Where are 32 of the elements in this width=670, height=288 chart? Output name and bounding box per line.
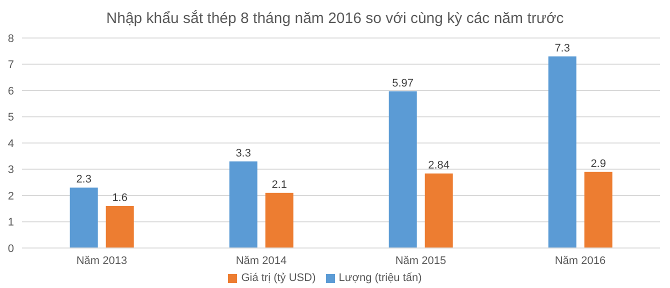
- x-tick-label: Năm 2013: [76, 254, 128, 267]
- data-label: 7.3: [554, 42, 570, 54]
- data-label: 5.97: [392, 77, 414, 90]
- bar: [70, 188, 98, 248]
- y-tick-label: 6: [8, 85, 14, 98]
- data-label: 2.1: [272, 178, 287, 191]
- y-tick-label: 1: [8, 216, 14, 229]
- legend-label: Giá trị (tỷ USD): [241, 272, 316, 284]
- data-label: 2.9: [590, 158, 606, 170]
- x-tick-label: Năm 2016: [554, 254, 606, 267]
- data-label: 1.6: [112, 192, 128, 204]
- y-tick-label: 3: [8, 164, 14, 176]
- y-tick-label: 0: [8, 242, 14, 255]
- y-tick-label: 5: [8, 112, 14, 124]
- bar: [265, 192, 294, 248]
- x-tick-label: Năm 2014: [236, 254, 287, 267]
- legend-label: Lượng (triệu tấn): [338, 272, 422, 284]
- y-tick-label: 8: [8, 32, 14, 45]
- bar: [388, 91, 417, 248]
- data-label: 2.84: [428, 159, 450, 172]
- bar: [584, 172, 612, 248]
- y-tick-label: 4: [8, 138, 14, 150]
- bar: [229, 161, 258, 248]
- y-tick-label: 7: [8, 59, 14, 72]
- chart-title: Nhập khẩu sắt thép 8 tháng năm 2016 so với cùng kỳ các năm trước: [105, 10, 565, 29]
- y-tick-label: 2: [8, 190, 14, 202]
- data-label: 2.3: [76, 174, 92, 186]
- bar: [548, 56, 576, 248]
- bar: [424, 173, 453, 248]
- x-tick-label: Năm 2015: [395, 254, 446, 267]
- data-label: 3.3: [236, 147, 251, 160]
- bar: [106, 206, 134, 248]
